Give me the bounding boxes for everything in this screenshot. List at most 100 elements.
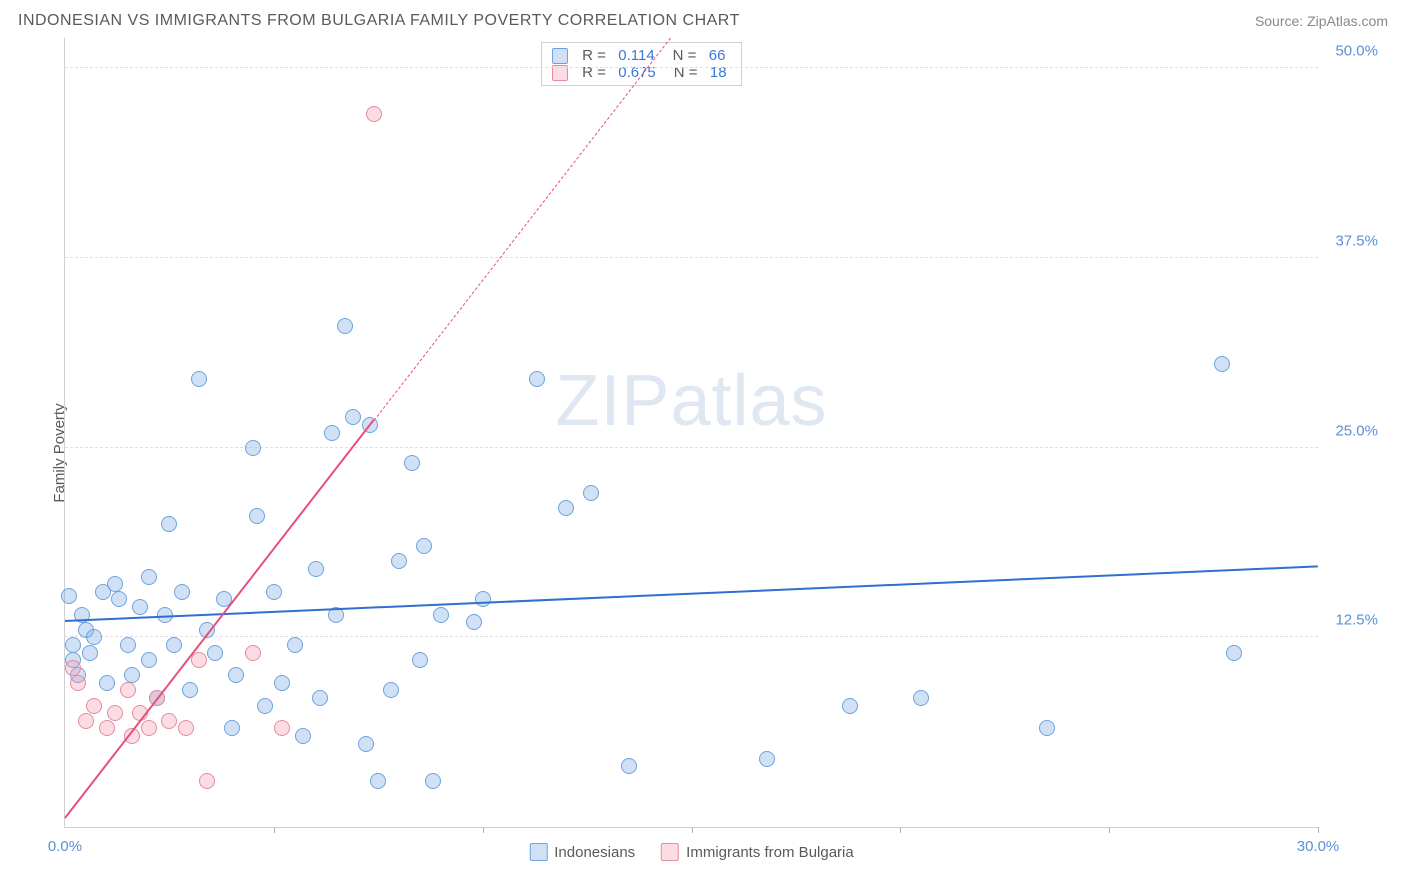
data-point xyxy=(157,607,173,623)
data-point xyxy=(383,682,399,698)
y-tick-label: 50.0% xyxy=(1335,43,1378,60)
data-point xyxy=(274,675,290,691)
swatch-icon xyxy=(661,843,679,861)
data-point xyxy=(70,675,86,691)
legend-label: Indonesians xyxy=(554,844,635,861)
data-point xyxy=(99,720,115,736)
data-point xyxy=(65,637,81,653)
data-point xyxy=(1039,720,1055,736)
data-point xyxy=(132,705,148,721)
data-point xyxy=(61,588,77,604)
data-point xyxy=(132,599,148,615)
data-point xyxy=(86,629,102,645)
swatch-icon xyxy=(552,48,568,64)
data-point xyxy=(141,720,157,736)
data-point xyxy=(74,607,90,623)
data-point xyxy=(107,576,123,592)
data-point xyxy=(207,645,223,661)
watermark: ZIPatlas xyxy=(555,360,827,442)
x-tick xyxy=(1318,827,1319,833)
trend-line xyxy=(374,37,672,420)
data-point xyxy=(141,569,157,585)
data-point xyxy=(86,698,102,714)
data-point xyxy=(224,720,240,736)
stat-row: R = 0.114 N = 66 xyxy=(552,47,730,64)
y-tick-label: 25.0% xyxy=(1335,422,1378,439)
data-point xyxy=(99,675,115,691)
data-point xyxy=(558,500,574,516)
data-point xyxy=(65,660,81,676)
source-label: Source: ZipAtlas.com xyxy=(1255,13,1388,29)
legend-item: Immigrants from Bulgaria xyxy=(661,843,854,861)
trend-line xyxy=(65,566,1318,623)
data-point xyxy=(1226,645,1242,661)
legend-item: Indonesians xyxy=(529,843,635,861)
x-tick xyxy=(692,827,693,833)
data-point xyxy=(149,690,165,706)
data-point xyxy=(199,773,215,789)
data-point xyxy=(178,720,194,736)
data-point xyxy=(416,538,432,554)
data-point xyxy=(191,652,207,668)
data-point xyxy=(583,485,599,501)
data-point xyxy=(287,637,303,653)
data-point xyxy=(312,690,328,706)
data-point xyxy=(141,652,157,668)
r-label: R = 0.114 xyxy=(582,47,659,64)
data-point xyxy=(124,728,140,744)
trend-line xyxy=(64,419,375,819)
data-point xyxy=(345,409,361,425)
data-point xyxy=(166,637,182,653)
data-point xyxy=(120,637,136,653)
data-point xyxy=(370,773,386,789)
data-point xyxy=(433,607,449,623)
data-point xyxy=(913,690,929,706)
data-point xyxy=(107,705,123,721)
x-tick-label: 0.0% xyxy=(48,838,82,855)
data-point xyxy=(475,591,491,607)
data-point xyxy=(249,508,265,524)
data-point xyxy=(78,713,94,729)
y-tick-label: 37.5% xyxy=(1335,233,1378,250)
legend-label: Immigrants from Bulgaria xyxy=(686,844,854,861)
data-point xyxy=(466,614,482,630)
data-point xyxy=(216,591,232,607)
n-label: N = 66 xyxy=(673,47,730,64)
legend-stats: R = 0.114N = 66R = 0.675N = 18 xyxy=(541,42,741,86)
data-point xyxy=(529,371,545,387)
gridline xyxy=(65,636,1318,637)
x-tick xyxy=(274,827,275,833)
x-tick xyxy=(900,827,901,833)
data-point xyxy=(391,553,407,569)
gridline xyxy=(65,257,1318,258)
data-point xyxy=(257,698,273,714)
data-point xyxy=(266,584,282,600)
data-point xyxy=(295,728,311,744)
data-point xyxy=(82,645,98,661)
data-point xyxy=(124,667,140,683)
legend-bottom: Indonesians Immigrants from Bulgaria xyxy=(529,843,853,861)
data-point xyxy=(425,773,441,789)
chart-title: INDONESIAN VS IMMIGRANTS FROM BULGARIA F… xyxy=(18,12,740,30)
data-point xyxy=(337,318,353,334)
data-point xyxy=(111,591,127,607)
y-tick-label: 12.5% xyxy=(1335,612,1378,629)
data-point xyxy=(274,720,290,736)
data-point xyxy=(759,751,775,767)
data-point xyxy=(161,516,177,532)
data-point xyxy=(842,698,858,714)
x-tick xyxy=(483,827,484,833)
data-point xyxy=(245,440,261,456)
data-point xyxy=(182,682,198,698)
data-point xyxy=(328,607,344,623)
data-point xyxy=(191,371,207,387)
swatch-icon xyxy=(529,843,547,861)
data-point xyxy=(412,652,428,668)
data-point xyxy=(324,425,340,441)
scatter-plot: ZIPatlas R = 0.114N = 66R = 0.675N = 18 … xyxy=(64,38,1318,828)
data-point xyxy=(228,667,244,683)
data-point xyxy=(161,713,177,729)
data-point xyxy=(245,645,261,661)
data-point xyxy=(366,106,382,122)
data-point xyxy=(199,622,215,638)
